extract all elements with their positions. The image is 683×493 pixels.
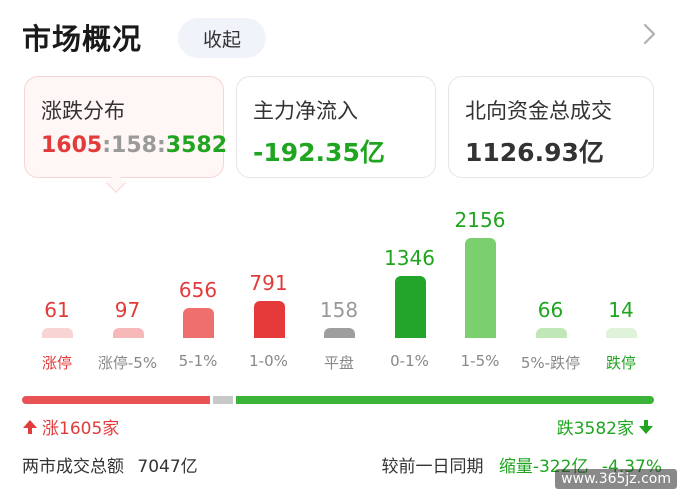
distribution-count: 791: [249, 271, 288, 295]
distribution-count: 61: [44, 298, 70, 322]
watermark: www.365jz.com: [555, 469, 677, 489]
total-volume: 两市成交总额 7047亿: [22, 452, 198, 477]
card-main-flow[interactable]: 主力净流入 -192.35亿: [236, 76, 436, 178]
arrow-up-icon: [23, 419, 37, 434]
separator: :: [156, 133, 166, 158]
distribution-column: 61 涨停: [22, 200, 92, 380]
arrow-down-icon: [639, 419, 653, 434]
distribution-label: 1-0%: [249, 352, 288, 370]
distribution-label: 涨停-5%: [97, 354, 158, 372]
distribution-bar: [535, 328, 567, 338]
up-count: 1605: [41, 133, 103, 158]
distribution-label: 1-5%: [460, 352, 500, 370]
distribution-column: 158 平盘: [304, 200, 374, 380]
down-count: 3582: [165, 133, 228, 158]
distribution-count: 14: [608, 298, 634, 322]
distribution-label: 涨停: [41, 354, 72, 372]
distribution-label: 跌停: [605, 354, 636, 372]
summary-cards: 涨跌分布 1605:158:3582 主力净流入 -192.35亿 北向资金总成…: [24, 76, 654, 193]
distribution-bar: [253, 301, 285, 338]
distribution-column: 1346 0-1%: [375, 200, 445, 380]
up-summary: 涨1605家: [22, 414, 119, 439]
distribution-column: 656 5-1%: [163, 200, 233, 380]
distribution-label: 5%-跌停: [520, 354, 581, 372]
down-summary-label: 跌3582家: [556, 419, 634, 439]
distribution-column: 791 1-0%: [234, 200, 304, 380]
distribution-count: 2156: [454, 208, 506, 232]
distribution-count: 66: [537, 298, 564, 322]
header: 市场概况 收起: [22, 10, 661, 58]
distribution-column: 97 涨停-5%: [93, 200, 163, 380]
collapse-button[interactable]: 收起: [178, 18, 266, 58]
distribution-bar: [465, 238, 496, 338]
comparison-label: 较前一日同期: [381, 457, 484, 477]
distribution-bar: [324, 328, 355, 338]
total-volume-label: 两市成交总额: [22, 457, 124, 477]
card-pointer: [106, 173, 126, 193]
ratio-down-segment: [235, 396, 654, 404]
distribution-column: 66 5%-跌停: [516, 200, 586, 380]
card-distribution-label: 涨跌分布: [41, 99, 125, 123]
up-summary-label: 涨1605家: [42, 419, 120, 439]
chevron-right-icon[interactable]: [637, 22, 661, 46]
card-distribution-value: 1605:158:3582: [41, 133, 227, 158]
distribution-column: 14 跌停: [586, 200, 656, 380]
distribution-count: 1346: [384, 246, 435, 270]
distribution-count: 656: [178, 278, 218, 302]
ratio-flat-segment: [212, 396, 233, 404]
distribution-count: 97: [114, 298, 141, 322]
down-summary: 跌3582家: [557, 414, 654, 439]
total-volume-value: 7047亿: [137, 457, 198, 477]
distribution-label: 0-1%: [390, 352, 429, 370]
card-northbound-value: 1126.93亿: [465, 138, 604, 167]
card-main-flow-label: 主力净流入: [253, 99, 358, 123]
up-down-summary: 涨1605家 跌3582家: [22, 414, 654, 439]
separator: :: [102, 133, 112, 158]
card-northbound-label: 北向资金总成交: [465, 99, 612, 123]
distribution-column: 2156 1-5%: [445, 200, 515, 380]
distribution-bar: [112, 328, 144, 338]
up-down-ratio-bar: [22, 396, 654, 404]
distribution-label: 平盘: [323, 354, 354, 372]
card-northbound[interactable]: 北向资金总成交 1126.93亿: [448, 76, 654, 178]
page-title: 市场概况: [22, 22, 143, 56]
card-main-flow-value: -192.35亿: [253, 138, 385, 167]
distribution-label: 5-1%: [178, 352, 218, 370]
ratio-up-segment: [22, 396, 210, 404]
distribution-chart: 61 涨停 97 涨停-5% 656 5-1% 791 1-0% 158 平盘 1346 0-1% 21…: [0, 200, 683, 380]
distribution-bar: [42, 328, 73, 338]
distribution-bar: [606, 328, 637, 338]
card-distribution[interactable]: 涨跌分布 1605:158:3582: [24, 76, 227, 193]
flat-count: 158: [111, 133, 157, 158]
distribution-bar: [394, 276, 426, 338]
distribution-count: 158: [319, 298, 359, 322]
distribution-bar: [183, 308, 214, 338]
